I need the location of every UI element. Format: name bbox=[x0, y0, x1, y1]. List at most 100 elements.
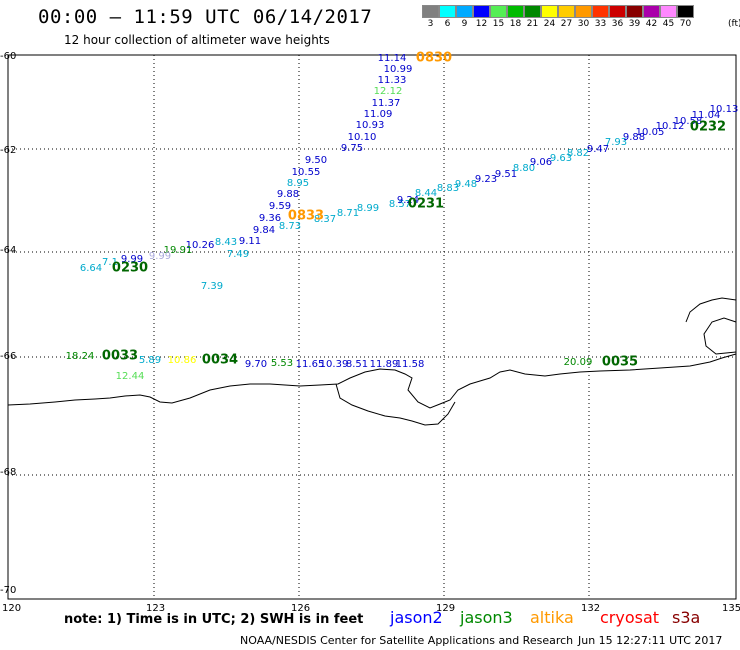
scale-swatch-39 bbox=[626, 5, 643, 18]
wave-height-label: 7.1 bbox=[102, 257, 118, 268]
scale-label-70: 70 bbox=[679, 19, 692, 29]
scale-swatch-9 bbox=[456, 5, 473, 18]
scale-swatch-3 bbox=[422, 5, 439, 18]
wave-height-label: 9.51 bbox=[495, 169, 517, 180]
lat-tick-60: -60 bbox=[0, 51, 17, 62]
lon-tick-126: 126 bbox=[291, 603, 311, 614]
wave-height-label: 5.89 bbox=[139, 355, 161, 366]
scale-swatch-42 bbox=[643, 5, 660, 18]
wave-height-label: 8.44 bbox=[415, 188, 437, 199]
lon-tick-120: 120 bbox=[2, 603, 22, 614]
wave-height-label: 7.93 bbox=[605, 137, 627, 148]
wave-height-label: 11.04 bbox=[692, 110, 721, 121]
wave-height-label: 10.39 bbox=[320, 359, 349, 370]
scale-swatch-45 bbox=[660, 5, 677, 18]
scale-label-33: 33 bbox=[594, 19, 607, 29]
wave-height-label: 9.70 bbox=[245, 359, 267, 370]
scale-swatch-30 bbox=[575, 5, 592, 18]
wave-height-label: 6.64 bbox=[80, 263, 102, 274]
coastline-east-headland bbox=[685, 297, 737, 355]
lon-tick-123: 123 bbox=[146, 603, 166, 614]
wave-height-label: 8.71 bbox=[337, 208, 359, 219]
scale-swatch-33 bbox=[592, 5, 609, 18]
scale-swatch-70 bbox=[677, 5, 694, 18]
wave-height-label: 8.73 bbox=[279, 221, 301, 232]
wave-height-label: 8.83 bbox=[437, 183, 459, 194]
wave-height-label: 8.82 bbox=[567, 148, 589, 159]
wave-height-label: 9.24 bbox=[397, 195, 419, 206]
scale-label-21: 21 bbox=[526, 19, 539, 29]
wave-height-label: 18.24 bbox=[66, 351, 95, 362]
lon-tick-129: 129 bbox=[436, 603, 456, 614]
antarctic-coastline bbox=[7, 353, 737, 409]
wave-height-label: 9.99 bbox=[149, 251, 171, 262]
scale-label-24: 24 bbox=[543, 19, 556, 29]
wave-height-label: 19.91 bbox=[164, 245, 193, 256]
pass-time-label: 0033 bbox=[102, 349, 138, 364]
scale-label-18: 18 bbox=[509, 19, 522, 29]
wave-height-label: 9.75 bbox=[341, 143, 363, 154]
credit-line: NOAA/NESDIS Center for Satellite Applica… bbox=[240, 634, 574, 647]
generation-timestamp: Jun 15 12:27:11 UTC 2017 bbox=[578, 634, 723, 647]
scale-label-6: 6 bbox=[444, 19, 451, 29]
scale-swatch-6 bbox=[439, 5, 456, 18]
wave-height-label: 8.57 bbox=[389, 199, 411, 210]
lat-tick-62: -62 bbox=[0, 145, 17, 156]
pass-time-label: 0830 bbox=[416, 51, 452, 66]
wave-height-label: 9.47 bbox=[587, 144, 609, 155]
map-title: 00:00 – 11:59 UTC 06/14/2017 bbox=[38, 6, 373, 28]
scale-label-39: 39 bbox=[628, 19, 641, 29]
wave-height-label: 11.09 bbox=[364, 109, 393, 120]
scale-swatch-21 bbox=[524, 5, 541, 18]
wave-height-label: 9.11 bbox=[239, 236, 261, 247]
ice-shelf-outline bbox=[335, 383, 456, 426]
wave-height-label: 10.10 bbox=[348, 132, 377, 143]
scale-label-9: 9 bbox=[461, 19, 468, 29]
wave-height-label: 11.89 bbox=[370, 359, 399, 370]
pass-time-label: 0035 bbox=[602, 355, 638, 370]
lat-tick-66: -66 bbox=[0, 351, 17, 362]
scale-label-42: 42 bbox=[645, 19, 658, 29]
scale-swatch-12 bbox=[473, 5, 490, 18]
source-s3a: s3a bbox=[672, 608, 701, 627]
wave-height-label: 9.88 bbox=[277, 189, 299, 200]
wave-height-label: 7.39 bbox=[201, 281, 223, 292]
pass-time-label: 0230 bbox=[112, 261, 148, 276]
graticule bbox=[8, 55, 736, 599]
scale-label-30: 30 bbox=[577, 19, 590, 29]
map-frame bbox=[7, 54, 737, 600]
wave-height-label: 11.65 bbox=[296, 359, 325, 370]
pass-time-label: 0034 bbox=[202, 353, 238, 368]
pass-time-label: 0231 bbox=[408, 197, 444, 212]
wave-height-label: 7.49 bbox=[227, 249, 249, 260]
wave-height-label: 9.36 bbox=[259, 213, 281, 224]
source-altika: altika bbox=[530, 608, 574, 627]
wave-height-label: 11.37 bbox=[372, 98, 401, 109]
wave-height-label: 10.55 bbox=[292, 167, 321, 178]
source-jason2: jason2 bbox=[390, 608, 443, 627]
color-scale-swatches bbox=[422, 5, 740, 18]
scale-label-3: 3 bbox=[427, 19, 434, 29]
wave-height-label: 10.13 bbox=[710, 104, 739, 115]
wave-height-label: 9.88 bbox=[623, 132, 645, 143]
lon-tick-132: 132 bbox=[581, 603, 601, 614]
scale-label-12: 12 bbox=[475, 19, 488, 29]
wave-height-label: 11.58 bbox=[396, 359, 425, 370]
wave-height-label: 9.84 bbox=[253, 225, 275, 236]
wave-height-label: 11.33 bbox=[378, 75, 407, 86]
source-cryosat: cryosat bbox=[600, 608, 660, 627]
scale-swatch-15 bbox=[490, 5, 507, 18]
wave-height-label: 9.59 bbox=[269, 201, 291, 212]
pass-time-label: 0232 bbox=[690, 120, 726, 135]
scale-swatch-27 bbox=[558, 5, 575, 18]
wave-height-label: 5.53 bbox=[271, 358, 293, 369]
wave-height-label: 20.09 bbox=[564, 357, 593, 368]
scale-swatch-24 bbox=[541, 5, 558, 18]
wave-height-label: 10.26 bbox=[186, 240, 215, 251]
footer-note: note: 1) Time is in UTC; 2) SWH is in fe… bbox=[64, 612, 364, 627]
wave-height-label: 9.06 bbox=[530, 157, 552, 168]
scale-label-15: 15 bbox=[492, 19, 505, 29]
wave-height-label: 8.37 bbox=[314, 214, 336, 225]
